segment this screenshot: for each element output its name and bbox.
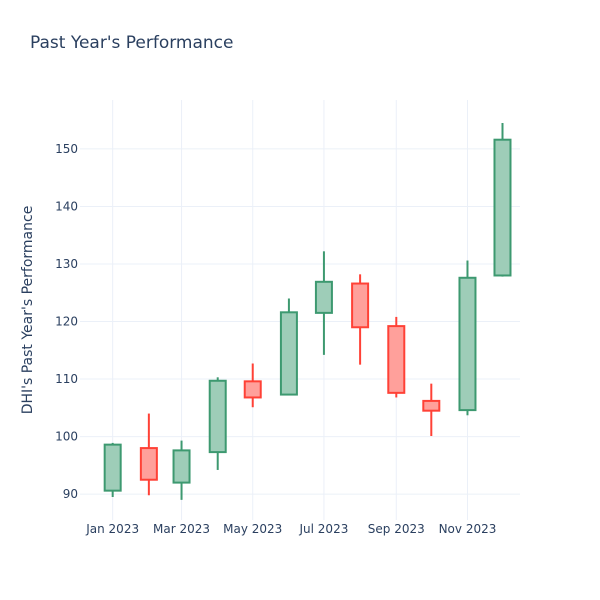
candle-decreasing <box>387 316 406 398</box>
candle-increasing <box>208 377 227 470</box>
candle-body <box>493 138 512 277</box>
candle-body <box>208 379 227 454</box>
candle-increasing <box>172 440 191 500</box>
candle-increasing <box>279 298 298 396</box>
candle-increasing <box>103 442 122 497</box>
candle-decreasing <box>351 274 370 365</box>
x-tick-label: Jan 2023 <box>85 522 139 536</box>
candle-body <box>103 443 122 492</box>
x-tick-label: Mar 2023 <box>153 522 210 536</box>
candle-increasing <box>493 123 512 277</box>
y-axis-title: DHI's Past Year's Performance <box>20 206 36 415</box>
chart-title: Past Year's Performance <box>30 33 234 53</box>
candle-decreasing <box>243 363 262 408</box>
candle-body <box>243 380 262 399</box>
axes: 90 100 110 120 130 140 150 Jan 2023 Mar 2023 May … <box>55 142 496 536</box>
candle-body <box>387 325 406 394</box>
x-tick-label: Jul 2023 <box>299 522 349 536</box>
y-tick-label: 90 <box>63 487 78 501</box>
grid <box>80 100 520 520</box>
candle-body <box>139 447 158 481</box>
y-tick-label: 140 <box>55 199 78 213</box>
candle-body <box>314 280 333 314</box>
candle-body <box>172 449 191 484</box>
y-tick-label: 150 <box>55 142 78 156</box>
y-tick-label: 130 <box>55 257 78 271</box>
candle-body <box>351 282 370 329</box>
candle-decreasing <box>139 413 158 496</box>
candle-increasing <box>314 251 333 355</box>
y-tick-label: 110 <box>55 372 78 386</box>
candles <box>103 123 512 500</box>
x-tick-label: Sep 2023 <box>368 522 425 536</box>
candle-body <box>422 399 441 412</box>
y-tick-label: 120 <box>55 315 78 329</box>
x-tick-label: May 2023 <box>223 522 282 536</box>
candle-decreasing <box>422 383 441 436</box>
candle-body <box>279 311 298 396</box>
candle-increasing <box>458 260 477 416</box>
x-tick-label: Nov 2023 <box>439 522 497 536</box>
y-tick-label: 100 <box>55 430 78 444</box>
candle-body <box>458 276 477 412</box>
